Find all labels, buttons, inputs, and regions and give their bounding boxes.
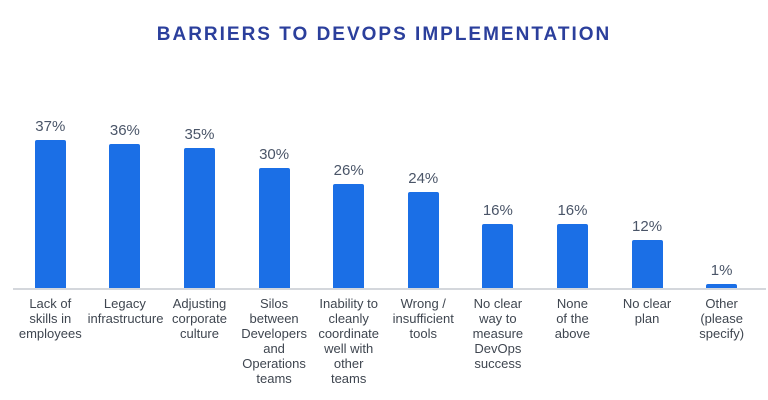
bar <box>183 148 215 288</box>
category-label: Silos between Developers and Operations … <box>241 296 307 387</box>
bar-column: 16% <box>535 202 610 288</box>
chart-title: BARRIERS TO DEVOPS IMPLEMENTATION <box>156 24 612 45</box>
category-label: No clear way to measure DevOps success <box>472 296 524 372</box>
bar-value-label: 16% <box>482 202 513 219</box>
bar-column: 16% <box>461 202 536 288</box>
bar-column: 1% <box>684 262 759 288</box>
bar-value-label: 30% <box>259 146 290 163</box>
bar-value-label: 24% <box>408 170 439 187</box>
category-label: Legacy infrastructure <box>87 296 164 327</box>
bar <box>258 168 290 288</box>
bar <box>706 284 738 288</box>
category-label: Adjusting corporate culture <box>172 296 227 342</box>
category-label: Wrong / insufficient tools <box>392 296 454 342</box>
bar <box>333 184 365 288</box>
bar-value-label: 36% <box>109 122 140 139</box>
bar-value-label: 16% <box>557 202 588 219</box>
bar <box>109 144 141 288</box>
bar-column: 24% <box>386 170 461 288</box>
bar-column: 36% <box>88 122 163 288</box>
bar <box>407 192 439 288</box>
category-label: Inability to cleanly coordinate well wit… <box>318 296 380 387</box>
bar <box>482 224 514 288</box>
bar <box>556 224 588 288</box>
category-labels-row: Lack of skills in employees Legacy infras… <box>13 296 759 386</box>
bar-column: 37% <box>13 118 88 288</box>
x-axis-line <box>13 288 766 290</box>
bar-value-label: 1% <box>710 262 733 279</box>
category-label: Other (please specify) <box>699 296 745 342</box>
bar-column: 35% <box>162 126 237 288</box>
bar-column: 12% <box>610 218 685 288</box>
bar-column: 30% <box>237 146 312 288</box>
category-label: Lack of skills in employees <box>18 296 82 342</box>
bar-column: 26% <box>311 162 386 288</box>
bar-value-label: 12% <box>632 218 663 235</box>
barriers-to-devops-chart: BARRIERS TO DEVOPS IMPLEMENTATION 37% 36%… <box>0 24 768 400</box>
bar <box>34 140 66 288</box>
bar <box>631 240 663 288</box>
category-label: None of the above <box>554 296 591 342</box>
category-label: No clear plan <box>622 296 672 327</box>
bars-row: 37% 36% 35% 30% 26% 24% 16% 16% 12% 1% <box>13 118 759 288</box>
bar-value-label: 35% <box>184 126 215 143</box>
bar-value-label: 26% <box>333 162 364 179</box>
bar-value-label: 37% <box>35 118 66 135</box>
